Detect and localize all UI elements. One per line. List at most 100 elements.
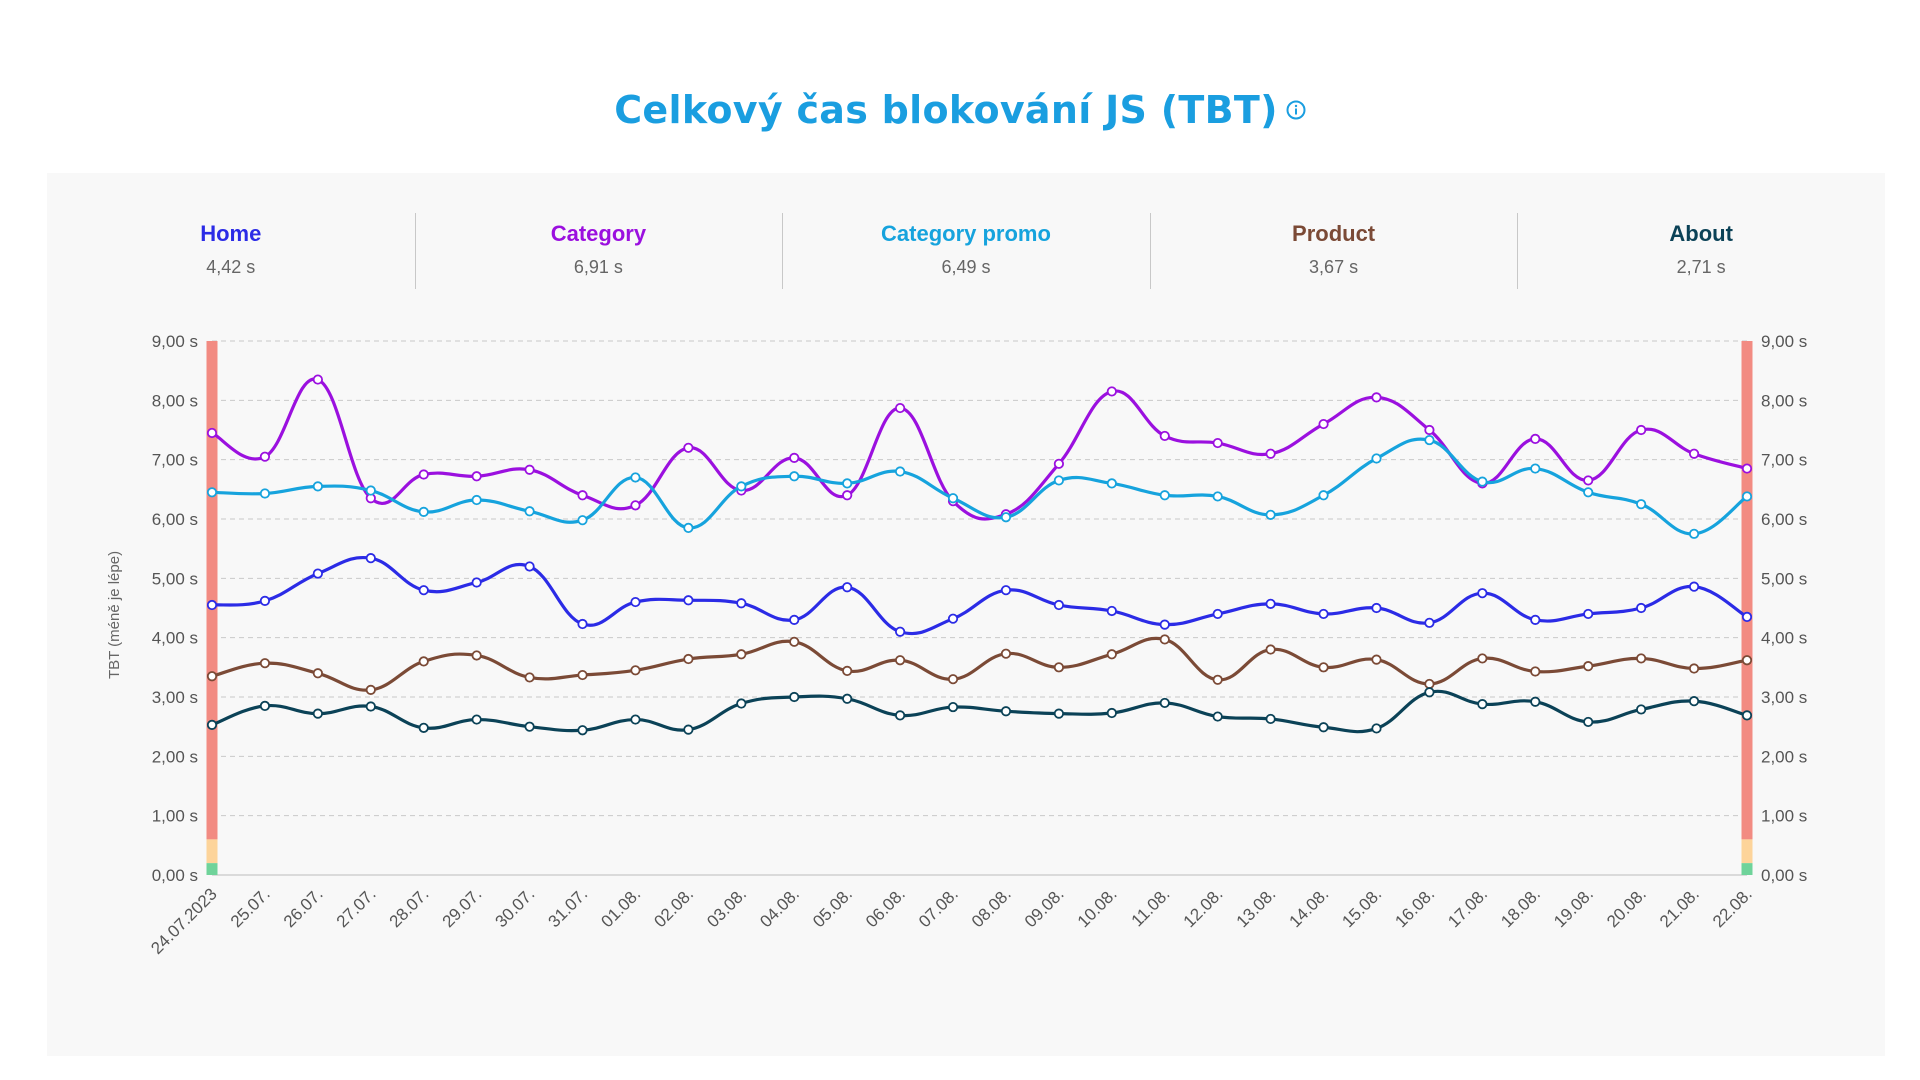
y-tick-label-right: 7,00 s	[1761, 451, 1807, 470]
data-point-home	[1636, 602, 1647, 614]
data-point-category-promo	[365, 485, 376, 496]
data-point-category-promo	[1053, 475, 1064, 486]
legend-value: 3,67 s	[1309, 257, 1359, 277]
x-tick-label: 04.08.	[756, 884, 803, 931]
data-point-home	[418, 585, 429, 596]
legend: Home 4,42 s Category 6,91 s Category pro…	[47, 213, 1885, 289]
data-point-product	[1318, 662, 1329, 673]
legend-name: Category	[550, 221, 647, 246]
data-point-category-promo	[524, 506, 535, 517]
data-point-category	[1688, 448, 1700, 459]
data-point-category-promo	[1371, 453, 1382, 464]
legend-item-about[interactable]: About 2,71 s	[1517, 213, 1885, 289]
y-tick-label-left: 3,00 s	[152, 688, 198, 707]
data-point-category-promo	[1424, 434, 1435, 446]
data-point-product	[1530, 666, 1541, 677]
data-point-home	[365, 553, 376, 564]
legend-value: 6,91 s	[573, 257, 623, 277]
data-point-product	[1477, 653, 1488, 664]
x-tick-label: 30.07.	[492, 884, 539, 931]
data-point-product	[630, 665, 641, 676]
data-point-category-promo	[577, 515, 588, 526]
y-tick-label-left: 4,00 s	[152, 629, 198, 648]
data-point-product	[1106, 649, 1117, 660]
x-tick-label: 24.07.2023	[147, 884, 221, 958]
data-point-about	[206, 719, 218, 730]
legend-name: About	[1669, 221, 1733, 246]
x-tick-label: 14.08.	[1286, 884, 1333, 931]
data-point-product	[683, 653, 694, 665]
y-tick-label-right: 3,00 s	[1761, 688, 1807, 707]
legend-value: 4,42 s	[206, 257, 256, 277]
x-tick-label: 27.07.	[333, 884, 380, 931]
data-point-category	[1583, 475, 1594, 486]
legend-name: Category promo	[881, 221, 1051, 246]
data-point-category	[577, 490, 588, 501]
data-point-product	[1741, 655, 1753, 666]
data-point-category-promo	[1636, 499, 1647, 510]
y-tick-label-right: 8,00 s	[1761, 391, 1807, 410]
data-point-product	[1583, 661, 1594, 672]
data-point-home	[471, 577, 482, 588]
x-tick-label: 28.07.	[386, 884, 433, 931]
data-point-category-promo	[789, 471, 800, 482]
data-point-product	[418, 656, 429, 667]
data-point-about	[1530, 696, 1541, 707]
data-point-category-promo	[1265, 509, 1276, 520]
x-tick-label: 31.07.	[544, 884, 591, 931]
x-tick-label: 25.07.	[227, 884, 274, 931]
data-point-category	[206, 427, 218, 439]
data-point-about	[789, 691, 800, 703]
data-point-category-promo	[259, 488, 271, 499]
data-point-home	[1371, 602, 1382, 614]
data-point-home	[630, 596, 641, 608]
data-point-category	[1265, 448, 1276, 459]
data-point-about	[1000, 706, 1012, 717]
data-point-product	[1371, 654, 1382, 665]
data-point-home	[1741, 611, 1753, 622]
data-point-product	[524, 672, 535, 683]
y-tick-label-right: 5,00 s	[1761, 569, 1807, 588]
legend-item-category-promo[interactable]: Category promo 6,49 s	[782, 213, 1150, 289]
data-point-category	[683, 442, 694, 453]
y-tick-label-left: 0,00 s	[152, 866, 198, 885]
legend-item-category[interactable]: Category 6,91 s	[414, 213, 783, 289]
data-point-about	[1424, 687, 1435, 698]
x-tick-label: 29.07.	[439, 884, 486, 931]
data-point-home	[1000, 585, 1012, 596]
legend-item-home[interactable]: Home 4,42 s	[47, 213, 415, 289]
x-tick-label: 06.08.	[862, 884, 909, 931]
y-tick-label-left: 1,00 s	[152, 807, 198, 826]
legend-name: Home	[200, 221, 262, 246]
data-point-home	[1318, 608, 1329, 620]
y-tick-label-right: 9,00 s	[1761, 332, 1807, 351]
x-tick-label: 08.08.	[968, 884, 1015, 931]
data-point-home	[683, 595, 694, 606]
data-point-product	[577, 669, 588, 681]
data-point-about	[365, 701, 376, 712]
data-point-category-promo	[1000, 512, 1012, 523]
data-point-product	[736, 649, 747, 660]
data-point-category-promo	[1159, 490, 1170, 501]
legend-item-product[interactable]: Product 3,67 s	[1149, 213, 1518, 289]
data-point-category-promo	[683, 522, 694, 533]
data-point-category-promo	[312, 481, 323, 492]
data-point-home	[1053, 599, 1064, 611]
data-point-about	[1477, 699, 1488, 710]
data-point-product	[1636, 653, 1647, 664]
data-point-category-promo	[630, 472, 641, 483]
data-point-category	[1371, 392, 1382, 403]
data-point-home	[789, 614, 800, 625]
data-point-product	[1212, 674, 1223, 685]
series-line-home	[210, 555, 1749, 636]
info-icon[interactable]	[1286, 100, 1306, 120]
x-tick-label: 26.07.	[280, 884, 327, 931]
data-point-category-promo	[1530, 463, 1541, 474]
data-point-category	[418, 469, 429, 480]
data-point-category-promo	[1106, 478, 1117, 489]
data-point-home	[577, 618, 588, 630]
data-point-about	[895, 710, 906, 721]
x-tick-label: 10.08.	[1074, 884, 1121, 931]
y-tick-label-right: 0,00 s	[1761, 866, 1807, 885]
data-point-category	[630, 500, 641, 511]
